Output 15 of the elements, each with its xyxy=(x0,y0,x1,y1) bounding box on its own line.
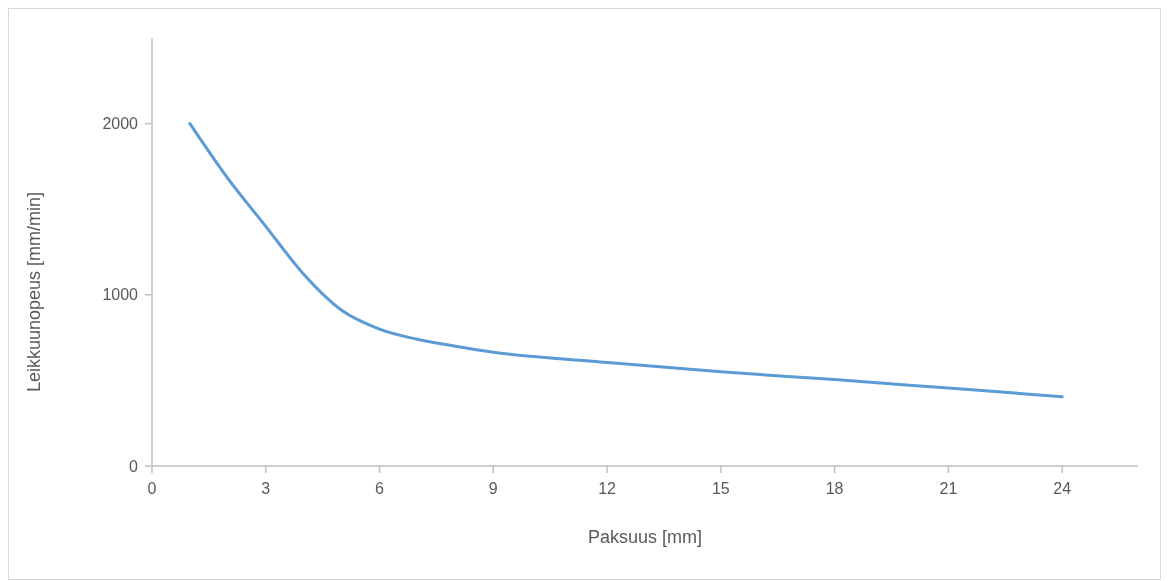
y-tick-label: 0 xyxy=(129,457,139,475)
x-tick-label: 21 xyxy=(939,480,958,497)
x-tick-label: 12 xyxy=(598,480,617,497)
x-tick-label: 9 xyxy=(488,480,498,497)
x-tick-label: 24 xyxy=(1053,480,1072,497)
x-tick-label: 3 xyxy=(261,480,271,497)
y-tick-label: 1000 xyxy=(102,286,139,304)
y-axis-title: Leikkuunopeus [mm/min] xyxy=(24,191,44,393)
x-tick-label: 15 xyxy=(711,480,730,497)
x-axis-title: Paksuus [mm] xyxy=(587,527,703,547)
line-series xyxy=(188,122,1064,399)
x-tick-label: 0 xyxy=(147,480,157,497)
x-tick-label: 18 xyxy=(825,480,844,497)
y-tick-label: 2000 xyxy=(102,115,139,133)
x-tick-label: 6 xyxy=(375,480,385,497)
